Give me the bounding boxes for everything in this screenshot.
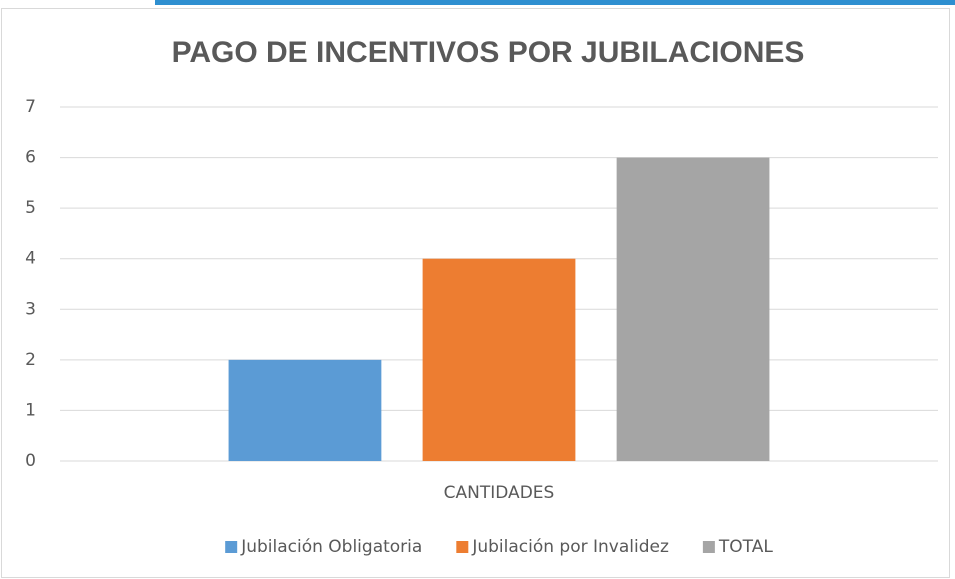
legend-label: Jubilación por Invalidez [471, 537, 669, 557]
chart-border [1, 8, 950, 578]
bar [228, 359, 382, 461]
y-tick-label: 6 [25, 148, 36, 168]
bar [616, 157, 770, 462]
legend-label: TOTAL [718, 537, 773, 557]
y-tick-label: 2 [25, 350, 36, 370]
bar [422, 258, 576, 461]
y-tick-label: 4 [25, 249, 36, 269]
legend-swatch [456, 541, 469, 553]
chart-title: PAGO DE INCENTIVOS POR JUBILACIONES [172, 36, 805, 69]
legend: Jubilación Obligatoria Jubilación por Inv… [225, 537, 773, 557]
y-tick-label: 1 [25, 400, 36, 420]
y-tick-label: 3 [25, 299, 36, 319]
x-tick-label: CANTIDADES [444, 483, 555, 503]
legend-swatch [225, 541, 238, 553]
legend-label: Jubilación Obligatoria [240, 537, 422, 557]
top-accent [155, 0, 955, 5]
legend-swatch [702, 541, 715, 553]
y-tick-label: 0 [25, 451, 36, 471]
y-tick-label: 7 [25, 97, 36, 117]
y-tick-label: 5 [25, 198, 36, 218]
